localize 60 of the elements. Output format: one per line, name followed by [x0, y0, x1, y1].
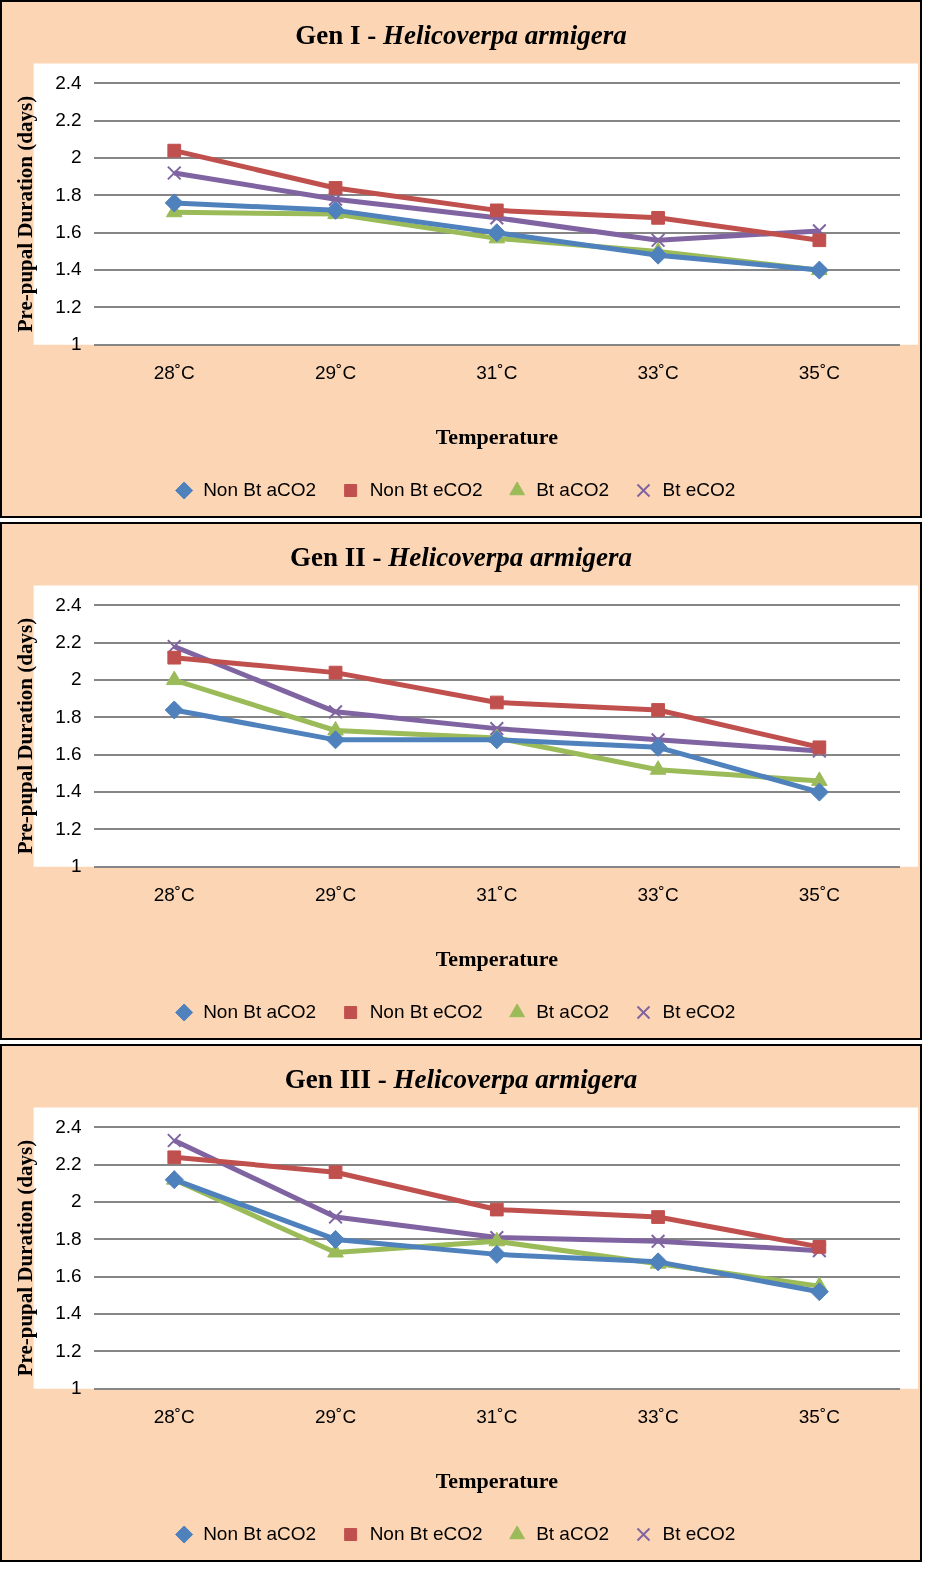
y-tick-label: 2: [71, 146, 82, 168]
y-tick-label: 1.2: [55, 817, 82, 839]
y-tick-label: 1.2: [55, 1339, 82, 1361]
legend-label: Non Bt aCO2: [203, 478, 317, 500]
y-tick-label: 1: [71, 1377, 82, 1399]
y-tick-label: 1.6: [55, 1265, 82, 1287]
legend-label: Bt eCO2: [662, 478, 736, 500]
y-tick-label: 1.4: [55, 258, 83, 280]
y-tick-label: 2.2: [55, 630, 82, 652]
y-tick-label: 2.4: [55, 593, 83, 615]
y-axis-title: Pre-pupal Duration (days): [13, 617, 38, 855]
x-tick-label: 29˚C: [314, 362, 357, 384]
y-tick-label: 1: [71, 333, 82, 355]
legend-label: Bt aCO2: [536, 1522, 610, 1544]
y-tick-label: 1.6: [55, 743, 82, 765]
y-tick-label: 1.8: [55, 1227, 82, 1249]
chart-title: Gen III - Helicoverpa armigera: [283, 1063, 639, 1096]
x-tick-label: 33˚C: [637, 362, 679, 384]
y-tick-label: 1.8: [55, 705, 82, 727]
y-tick-label: 1: [71, 855, 82, 877]
x-tick-label: 33˚C: [637, 1406, 679, 1428]
legend-label: Bt eCO2: [662, 1000, 736, 1022]
legend-label: Bt eCO2: [662, 1522, 736, 1544]
chart-title: Gen I - Helicoverpa armigera: [294, 19, 628, 52]
x-axis-title: Temperature: [435, 946, 559, 972]
x-axis-title: Temperature: [435, 424, 559, 450]
y-tick-label: 2.2: [55, 108, 82, 130]
y-tick-label: 1.6: [55, 221, 82, 243]
y-axis-title: Pre-pupal Duration (days): [13, 95, 38, 333]
x-tick-label: 29˚C: [314, 884, 357, 906]
x-tick-label: 31˚C: [476, 884, 518, 906]
x-tick-label: 29˚C: [314, 1406, 357, 1428]
legend-label: Bt aCO2: [536, 478, 610, 500]
legend-label: Non Bt aCO2: [203, 1522, 317, 1544]
legend-label: Bt aCO2: [536, 1000, 610, 1022]
x-tick-label: 35˚C: [798, 362, 840, 384]
x-tick-label: 31˚C: [476, 1406, 518, 1428]
legend-label: Non Bt eCO2: [369, 1000, 483, 1022]
y-tick-label: 1.4: [55, 780, 83, 802]
x-axis-title: Temperature: [435, 1468, 559, 1494]
y-tick-label: 2: [71, 1190, 82, 1212]
y-tick-label: 1.8: [55, 183, 82, 205]
chart-title: Gen II - Helicoverpa armigera: [289, 541, 633, 574]
x-tick-label: 33˚C: [637, 884, 679, 906]
y-tick-label: 2.4: [55, 1115, 83, 1137]
x-tick-label: 31˚C: [476, 362, 518, 384]
y-tick-label: 2.2: [55, 1152, 82, 1174]
x-tick-label: 28˚C: [153, 1406, 195, 1428]
y-tick-label: 1.4: [55, 1302, 83, 1324]
y-tick-label: 1.2: [55, 295, 82, 317]
y-tick-label: 2.4: [55, 71, 83, 93]
x-tick-label: 35˚C: [798, 884, 840, 906]
legend-label: Non Bt aCO2: [203, 1000, 317, 1022]
legend-label: Non Bt eCO2: [369, 478, 483, 500]
x-tick-label: 35˚C: [798, 1406, 840, 1428]
legend-label: Non Bt eCO2: [369, 1522, 483, 1544]
x-tick-label: 28˚C: [153, 884, 195, 906]
x-tick-label: 28˚C: [153, 362, 195, 384]
y-tick-label: 2: [71, 668, 82, 690]
y-axis-title: Pre-pupal Duration (days): [13, 1139, 38, 1377]
